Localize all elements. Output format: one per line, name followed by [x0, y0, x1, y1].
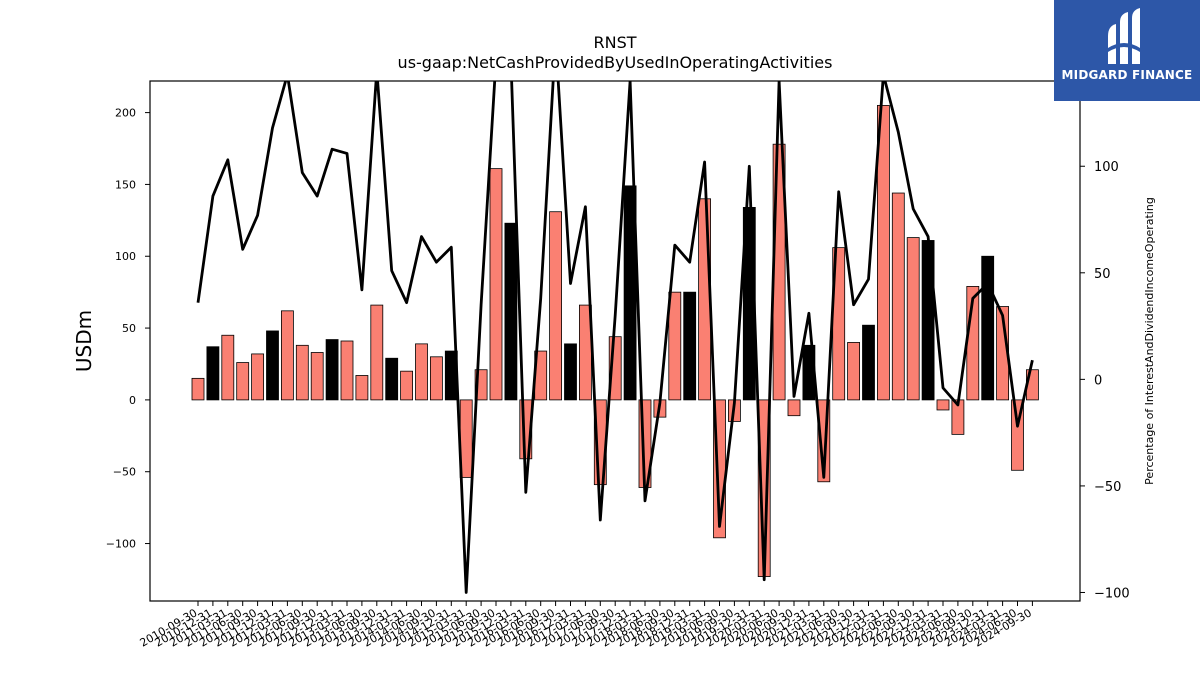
y-axis-label: USDm [72, 310, 96, 372]
chart-subtitle: us-gaap:NetCashProvidedByUsedInOperating… [398, 53, 833, 72]
y2-tick-label: 100 [1094, 160, 1119, 175]
bar [340, 340, 354, 401]
midgard-finance-logo: MIDGARD FINANCE [1054, 0, 1200, 101]
bar [877, 105, 890, 401]
bar [191, 377, 205, 401]
series-line [196, 81, 1034, 594]
y2-tick-label: −100 [1094, 586, 1130, 601]
y2-tick-label: −50 [1094, 480, 1121, 495]
bars-layer [191, 105, 1039, 577]
bar [847, 342, 860, 401]
axes-layer: −100−50050100150200−100−500501002010-09-… [106, 107, 1130, 650]
bar [504, 222, 518, 401]
y-tick-label: 100 [115, 250, 136, 263]
y2-tick-label: 0 [1094, 373, 1102, 388]
bar [400, 370, 414, 401]
bar [429, 356, 443, 401]
bar [489, 168, 503, 401]
bar [310, 352, 324, 401]
bar [549, 211, 562, 401]
bar [683, 291, 697, 401]
bar [698, 198, 711, 401]
y-tick-label: 150 [115, 178, 136, 191]
bar [921, 240, 935, 401]
bar [251, 353, 265, 401]
bar [221, 334, 235, 401]
y-tick-label: −100 [106, 538, 136, 551]
bar [236, 362, 250, 401]
bar [981, 255, 995, 401]
y2-axis-label: Percentage of InterestAndDividendIncomeO… [1143, 197, 1156, 485]
logo-text: MIDGARD FINANCE [1061, 68, 1193, 82]
bar [906, 237, 920, 401]
bar [564, 343, 577, 401]
bar [355, 375, 369, 401]
bar [266, 330, 279, 401]
bar [623, 185, 637, 401]
chart-title: RNST [593, 33, 636, 52]
bar [787, 399, 801, 417]
line-layer [196, 81, 1034, 594]
y-tick-label: 50 [122, 322, 136, 335]
bar [295, 344, 309, 401]
bar [385, 357, 399, 401]
bar [370, 304, 384, 401]
y-tick-label: 0 [129, 394, 136, 407]
bar [668, 291, 682, 401]
bar [206, 346, 220, 401]
bar [936, 399, 950, 411]
y-tick-label: −50 [113, 466, 136, 479]
bar [862, 324, 875, 401]
bar [280, 310, 294, 401]
midgard-logo-icon [1108, 8, 1140, 64]
bar [891, 192, 905, 401]
bar [325, 339, 339, 401]
y-tick-label: 200 [115, 107, 136, 120]
bar [415, 343, 428, 401]
y2-tick-label: 50 [1094, 267, 1111, 282]
